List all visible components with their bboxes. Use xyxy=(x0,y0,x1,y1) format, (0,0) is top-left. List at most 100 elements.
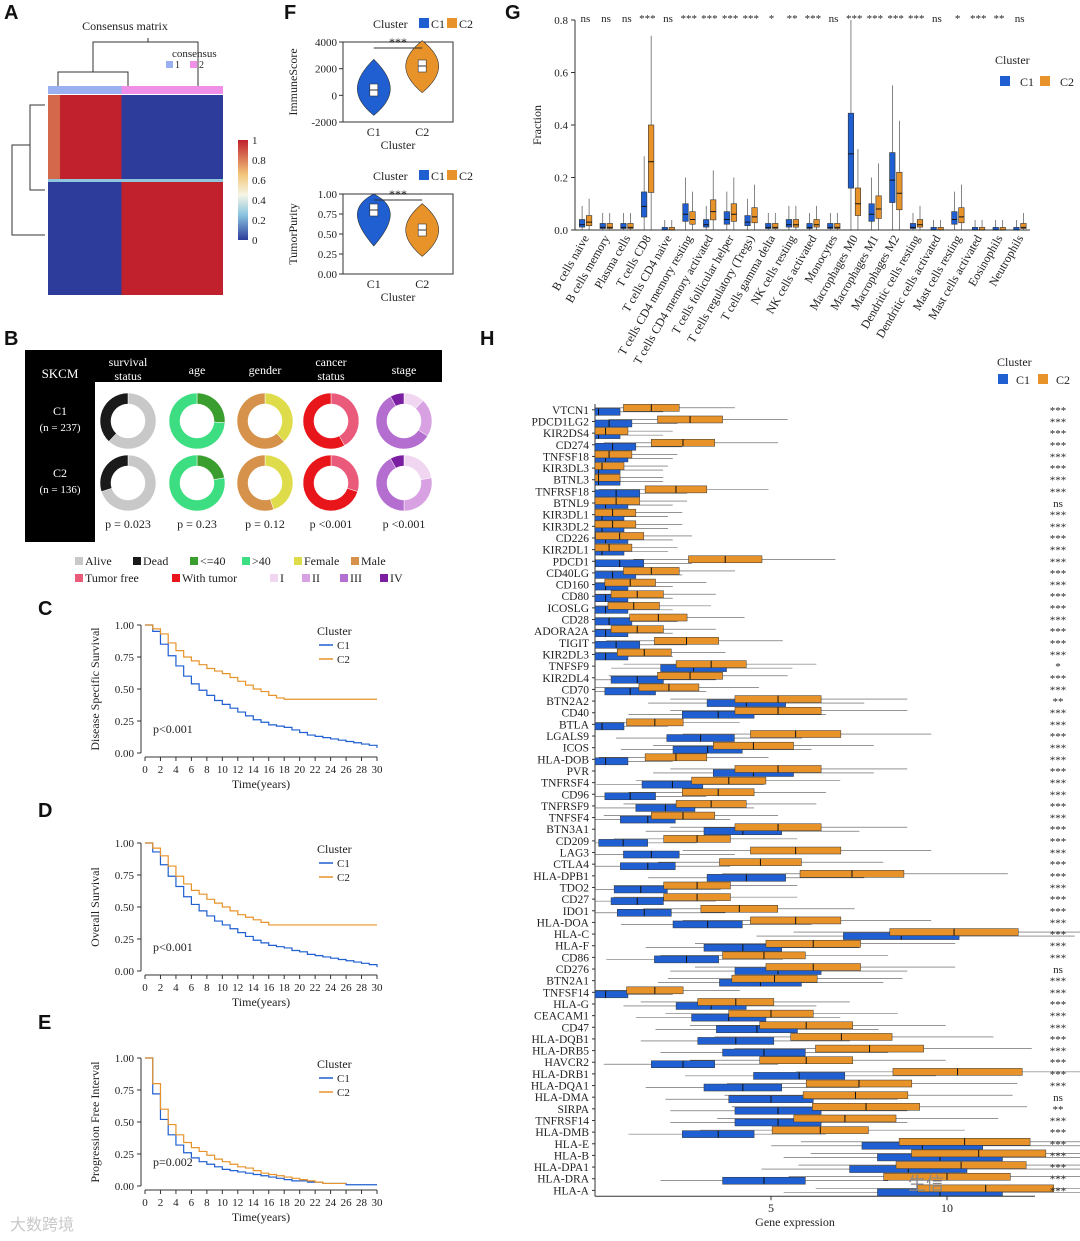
row-label: C2 xyxy=(53,466,67,480)
y-axis-label: Overall Survival xyxy=(88,867,102,947)
legend-title: Cluster xyxy=(317,842,352,856)
significance-label: *** xyxy=(1050,836,1067,848)
significance-label: *** xyxy=(1050,580,1067,592)
y-tick-label: 0.50 xyxy=(318,229,338,241)
significance-label: *** xyxy=(1050,615,1067,627)
legend-label: Male xyxy=(361,554,386,568)
box-C1 xyxy=(594,722,625,731)
km-curve-C2 xyxy=(145,842,377,926)
box-C2 xyxy=(875,195,882,219)
gene-label: KIR2DL4 xyxy=(542,673,589,685)
x-tick-label: 8 xyxy=(204,1197,210,1209)
gene-label: CD28 xyxy=(562,615,590,627)
significance-label: *** xyxy=(1050,649,1067,661)
y-tick-label: 0.00 xyxy=(115,1181,135,1193)
significance-label: ** xyxy=(1053,696,1064,708)
x-tick-label: 20 xyxy=(294,982,306,994)
x-tick-label: 30 xyxy=(372,982,384,994)
legend-label: C2 xyxy=(337,872,350,884)
box-C1 xyxy=(827,223,834,229)
donut-slice xyxy=(99,454,129,492)
legend-swatch-c2 xyxy=(447,18,457,28)
x-tick-label: 12 xyxy=(232,982,243,994)
significance-label: *** xyxy=(1050,1139,1067,1151)
box-C2 xyxy=(594,473,621,482)
box-C1 xyxy=(594,443,637,451)
gene-label: HLA-DMA xyxy=(535,1092,590,1104)
legend-label: C2 xyxy=(337,654,350,666)
significance-label: *** xyxy=(1050,1034,1067,1046)
legend-swatch-c2 xyxy=(447,170,457,180)
watermark-right: 生信 xyxy=(908,1174,944,1195)
legend-title: Cluster xyxy=(373,17,408,31)
significance-label: *** xyxy=(1050,416,1067,428)
legend-label: IV xyxy=(390,571,403,585)
legend-swatch xyxy=(270,574,278,582)
x-tick-label: 16 xyxy=(263,764,275,776)
significance-label: *** xyxy=(1050,545,1067,557)
donut-slice xyxy=(168,454,226,512)
significance-label: *** xyxy=(887,13,904,25)
colorbar-tick: 0 xyxy=(252,235,258,247)
box-C2 xyxy=(594,508,637,517)
legend-label-1: 1 xyxy=(175,60,180,71)
y-tick-label: 0.00 xyxy=(115,748,135,760)
x-tick-label: 4 xyxy=(173,1197,179,1209)
y-tick-label: 0.50 xyxy=(115,902,135,914)
legend-label: C1 xyxy=(1020,75,1034,89)
legend-swatch xyxy=(340,574,348,582)
significance-label: *** xyxy=(1050,568,1067,580)
heatmap-title: Consensus matrix xyxy=(82,19,168,33)
box-C2 xyxy=(594,450,633,459)
annotation-cluster-2 xyxy=(121,86,223,94)
x-tick-label: 12 xyxy=(232,1197,243,1209)
gene-label: KIR3DL2 xyxy=(542,521,589,533)
box-C1 xyxy=(744,215,751,226)
box-C2 xyxy=(606,223,613,229)
gene-label: BTN2A1 xyxy=(546,976,589,988)
x-tick-label: 10 xyxy=(941,1201,953,1215)
gene-label: HLA-DOB xyxy=(537,754,589,766)
box-C2 xyxy=(1020,223,1027,229)
box-C1 xyxy=(765,223,772,229)
legend-label: C1 xyxy=(337,858,350,870)
gene-label: PDCD1LG2 xyxy=(531,416,589,428)
y-tick-label: 0.00 xyxy=(318,269,338,281)
donut-slice xyxy=(390,454,405,469)
x-tick-label: 30 xyxy=(372,1197,384,1209)
donut-slice xyxy=(375,396,428,450)
legend-swatch-2 xyxy=(190,61,197,68)
gene-label: CD70 xyxy=(562,684,590,696)
x-tick-label: 14 xyxy=(248,1197,260,1209)
x-tick-label: 2 xyxy=(158,1197,164,1209)
gene-label: CD226 xyxy=(556,533,589,545)
box-C2 xyxy=(834,223,841,229)
legend-swatch-c1 xyxy=(998,374,1008,384)
y-axis-label: ImmuneScore xyxy=(286,48,300,115)
y-axis-label: Disease Specific Survival xyxy=(88,627,102,751)
violin-C1 xyxy=(357,193,391,247)
legend-label: Female xyxy=(304,554,339,568)
legend-label: Dead xyxy=(143,554,168,568)
gene-label: TNFRSF18 xyxy=(535,486,589,498)
x-tick-label: 24 xyxy=(325,764,337,776)
significance-label: * xyxy=(1055,661,1061,673)
box-C2 xyxy=(792,219,799,228)
km-p-value: p<0.001 xyxy=(153,722,193,736)
significance-label: *** xyxy=(1050,941,1067,953)
p-value: p = 0.23 xyxy=(177,517,217,531)
box-C1 xyxy=(723,211,730,225)
dendrogram-branch xyxy=(11,104,45,236)
box-C2 xyxy=(648,124,655,193)
significance-label: * xyxy=(769,13,775,25)
significance-label: *** xyxy=(1050,1174,1067,1186)
x-axis-label: Cluster xyxy=(381,290,416,304)
panel-label-c: C xyxy=(38,598,53,620)
significance-label: ns xyxy=(829,13,839,25)
legend-label: C2 xyxy=(1060,75,1074,89)
box-C2 xyxy=(689,211,696,225)
gene-label: BTNL9 xyxy=(553,498,589,510)
y-axis-label: TumorPurity xyxy=(286,203,300,265)
box-C2 xyxy=(627,223,634,229)
gene-label: HLA-G xyxy=(553,999,589,1011)
